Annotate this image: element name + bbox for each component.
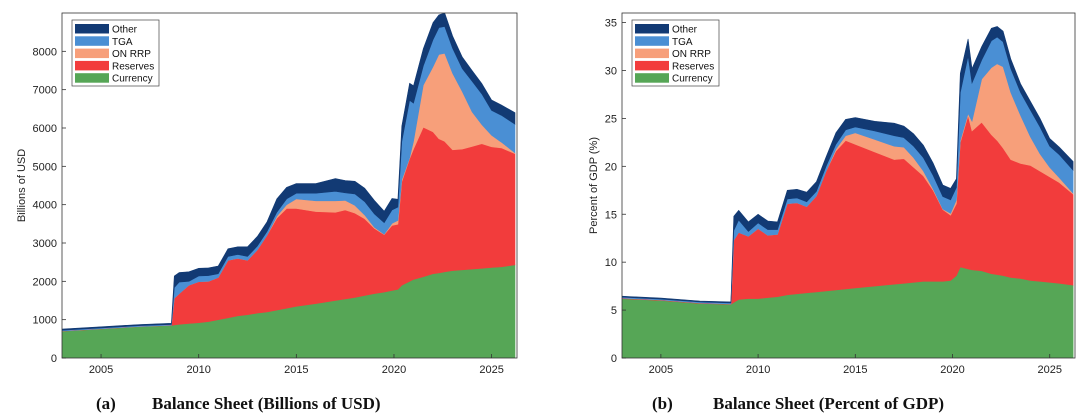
caption-letter: (b): [652, 394, 673, 413]
legend-swatch-other: [635, 24, 669, 34]
y-tick-label: 7000: [33, 85, 57, 97]
y-tick-label: 6000: [33, 123, 57, 135]
area-other: [622, 26, 1074, 304]
y-tick-label: 25: [605, 113, 617, 125]
legend-swatch-on-rrp: [75, 48, 109, 59]
plot-frame: [621, 12, 1076, 359]
legend-label: Reserves: [672, 61, 714, 72]
legend-label: TGA: [672, 37, 693, 48]
y-tick-label: 15: [605, 209, 617, 221]
y-tick-label: 0: [611, 353, 617, 365]
x-tick-label: 2005: [89, 364, 113, 376]
x-tick-label: 2010: [746, 364, 770, 376]
y-tick-label: 35: [605, 18, 617, 30]
y-tick-label: 5: [611, 305, 617, 317]
x-tick-label: 2015: [843, 364, 867, 376]
legend-label: Other: [112, 25, 138, 36]
x-tick-label: 2005: [649, 364, 673, 376]
stacked-areas: [62, 13, 516, 358]
x-tick-label: 2025: [1037, 364, 1061, 376]
legend-swatch-currency: [635, 73, 669, 83]
legend-label: Reserves: [112, 61, 154, 72]
y-tick-label: 2000: [33, 276, 57, 288]
legend-swatch-on-rrp: [635, 48, 669, 59]
stacked-areas: [622, 26, 1074, 358]
y-tick-label: 3000: [33, 238, 57, 250]
legend-label: Currency: [672, 74, 713, 85]
x-tick-label: 2015: [284, 364, 308, 376]
y-axis-label: Percent of GDP (%): [588, 137, 600, 234]
y-tick-label: 10: [605, 257, 617, 269]
chart-balance-sheet-usd: 2005 2010 2015 2020 2025 0 1000 2000 3000 4000 500…: [16, 12, 518, 413]
y-tick-label: 30: [605, 66, 617, 78]
y-tick-label: 1000: [33, 315, 57, 327]
legend-swatch-reserves: [75, 60, 109, 71]
area-other: [62, 13, 516, 331]
chart-balance-sheet-gdp: 2005 2010 2015 2020 202505101520253035Percen…: [588, 12, 1076, 413]
legend-label: ON RRP: [672, 49, 711, 60]
x-tick-label: 2010: [186, 364, 210, 376]
legend-label: Other: [672, 25, 698, 36]
legend-label: ON RRP: [112, 49, 151, 60]
legend-label: TGA: [112, 37, 133, 48]
legend-label: Currency: [112, 74, 153, 85]
y-tick-label: 4000: [33, 200, 57, 212]
y-tick-label: 20: [605, 161, 617, 173]
y-tick-label: 8000: [33, 46, 57, 58]
y-tick-label: 0: [51, 353, 57, 365]
x-tick-label: 2025: [479, 364, 503, 376]
legend-swatch-reserves: [635, 60, 669, 71]
y-tick-label: 5000: [33, 161, 57, 173]
y-axis-label: Billions of USD: [16, 149, 28, 222]
legend-swatch-tga: [635, 36, 669, 46]
caption-title: Balance Sheet (Billions of USD): [152, 394, 381, 413]
x-tick-label: 2020: [940, 364, 964, 376]
legend-swatch-currency: [75, 73, 109, 83]
caption-title: Balance Sheet (Percent of GDP): [713, 394, 944, 413]
legend-swatch-tga: [75, 36, 109, 46]
x-tick-label: 2020: [382, 364, 406, 376]
plot-frame: [61, 12, 518, 359]
legend-swatch-other: [75, 24, 109, 34]
caption-letter: (a): [96, 394, 116, 413]
